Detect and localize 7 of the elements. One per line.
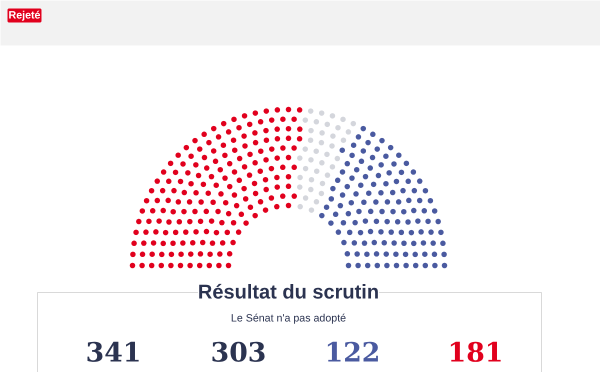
data-label: 303 (210, 338, 266, 368)
text: Rejeté (8, 10, 41, 22)
text: Résultat du scrutin (198, 282, 380, 304)
data-label: 341 (86, 338, 142, 368)
data-label: 122 (324, 338, 380, 368)
data-label: 181 (448, 338, 504, 368)
text: Le Sénat n'a pas adopté (230, 312, 346, 324)
